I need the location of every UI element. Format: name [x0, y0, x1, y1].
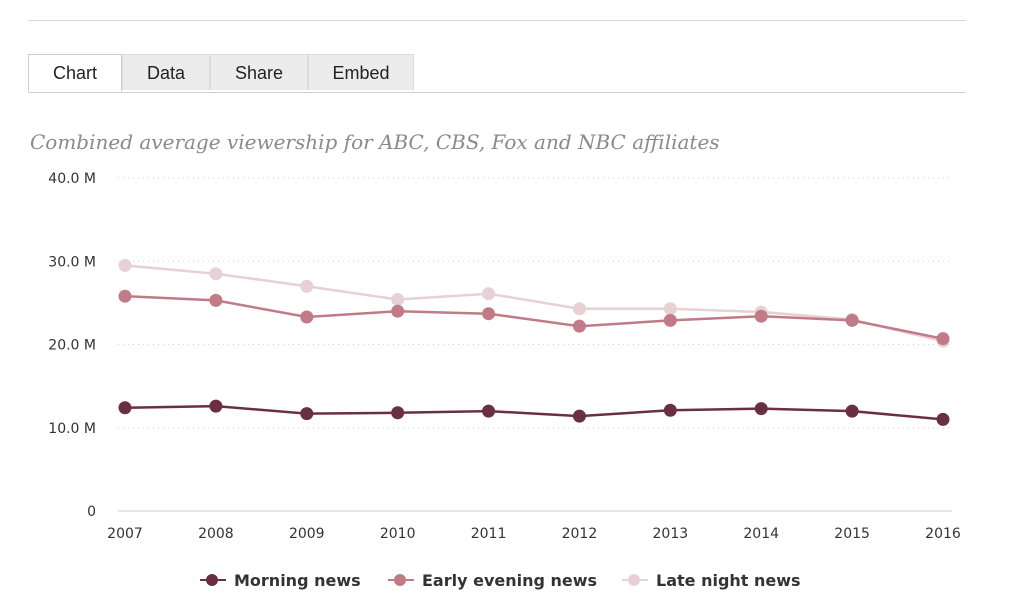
x-tick-label: 2015	[834, 526, 870, 542]
data-point[interactable]	[209, 399, 223, 413]
x-tick-label: 2011	[471, 526, 507, 542]
tab-bar: Chart Data Share Embed	[28, 54, 966, 93]
tab-data[interactable]: Data	[122, 54, 210, 90]
axes: 0 10.0 M 20.0 M 30.0 M 40.0 M 2007 2008 2009 201…	[48, 171, 961, 542]
data-point[interactable]	[663, 403, 677, 417]
data-point[interactable]	[572, 319, 586, 333]
data-point[interactable]	[391, 304, 405, 318]
series-early-evening-news	[118, 289, 950, 346]
data-point[interactable]	[209, 267, 223, 281]
data-point[interactable]	[391, 293, 405, 307]
legend-swatch	[200, 574, 226, 586]
data-point[interactable]	[663, 302, 677, 316]
x-tick-label: 2012	[562, 526, 598, 542]
data-point[interactable]	[572, 409, 586, 423]
data-point[interactable]	[936, 412, 950, 426]
tab-embed[interactable]: Embed	[308, 54, 414, 90]
legend-item-early-evening-news[interactable]: Early evening news	[388, 566, 597, 594]
top-divider	[28, 20, 966, 21]
data-point[interactable]	[391, 406, 405, 420]
series-line	[124, 294, 944, 340]
data-point[interactable]	[936, 332, 950, 346]
legend-item-late-night-news[interactable]: Late night news	[622, 566, 801, 594]
data-point[interactable]	[754, 402, 768, 416]
x-tick-label: 2013	[653, 526, 689, 542]
tab-chart[interactable]: Chart	[28, 54, 122, 92]
data-point[interactable]	[845, 404, 859, 418]
series	[118, 258, 950, 426]
x-tick-label: 2010	[380, 526, 416, 542]
legend-label: Morning news	[234, 570, 361, 590]
data-point[interactable]	[845, 313, 859, 327]
data-point[interactable]	[482, 404, 496, 418]
data-point[interactable]	[300, 279, 314, 293]
series-late-night-news	[118, 258, 950, 348]
series-line	[124, 264, 944, 343]
data-point[interactable]	[118, 401, 132, 415]
data-point[interactable]	[300, 407, 314, 421]
data-point[interactable]	[572, 302, 586, 316]
data-point[interactable]	[754, 309, 768, 323]
x-tick-label: 2009	[289, 526, 325, 542]
legend: Morning news Early evening news Late nig…	[0, 566, 1024, 594]
legend-label: Late night news	[656, 570, 801, 590]
x-tick-label: 2016	[925, 526, 961, 542]
tab-share[interactable]: Share	[210, 54, 308, 90]
y-tick-label: 40.0 M	[48, 171, 96, 187]
legend-swatch	[388, 574, 414, 586]
y-tick-label: 10.0 M	[48, 421, 96, 437]
data-point[interactable]	[663, 313, 677, 327]
data-point[interactable]	[118, 289, 132, 303]
data-point[interactable]	[482, 287, 496, 301]
y-tick-label: 0	[87, 504, 96, 520]
x-tick-label: 2008	[198, 526, 234, 542]
legend-item-morning-news[interactable]: Morning news	[200, 566, 361, 594]
data-point[interactable]	[209, 293, 223, 307]
data-point[interactable]	[482, 307, 496, 321]
gridlines	[118, 177, 952, 512]
legend-swatch	[622, 574, 648, 586]
legend-label: Early evening news	[422, 570, 598, 590]
x-tick-label: 2014	[743, 526, 779, 542]
data-point[interactable]	[118, 258, 132, 272]
y-tick-label: 20.0 M	[48, 338, 96, 354]
series-morning-news	[118, 399, 950, 426]
y-tick-label: 30.0 M	[48, 254, 96, 270]
data-point[interactable]	[300, 310, 314, 324]
chart-subtitle: Combined average viewership for ABC, CBS…	[30, 130, 720, 154]
series-line	[124, 404, 944, 421]
x-tick-label: 2007	[107, 526, 143, 542]
